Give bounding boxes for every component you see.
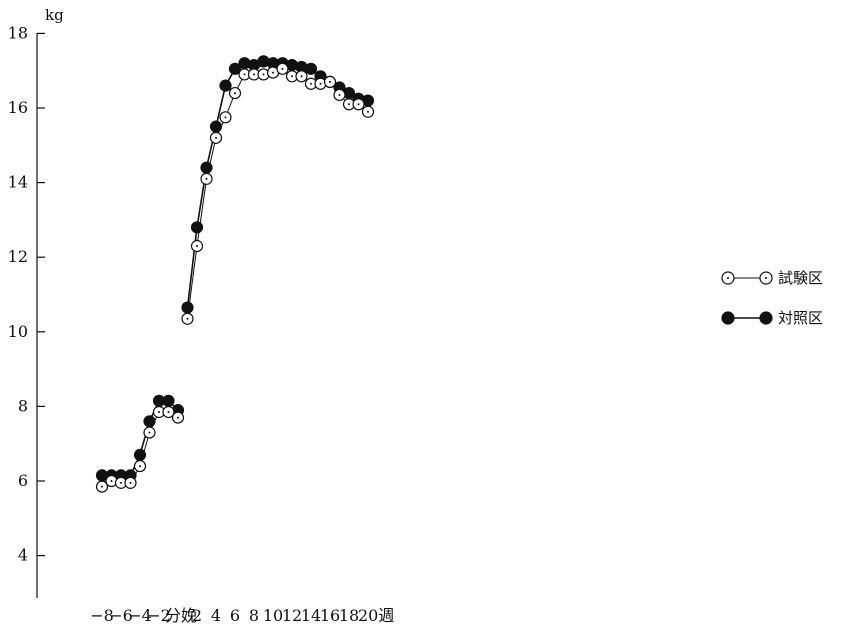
- y-tick-label: 6: [18, 471, 28, 490]
- x-tick-label: −6: [109, 606, 133, 625]
- y-tick-label: 8: [18, 396, 28, 415]
- data-point-dot: [253, 73, 255, 76]
- series-lines: [101, 60, 369, 488]
- data-point-dot: [357, 103, 360, 106]
- data-point-dot: [101, 485, 103, 488]
- data-point-dot: [129, 481, 132, 484]
- data-point: [181, 301, 194, 314]
- data-point-dot: [148, 431, 151, 434]
- legend-marker: [759, 311, 773, 325]
- series-markers: [95, 55, 375, 493]
- data-point: [209, 120, 223, 133]
- legend-label: 試験区: [778, 269, 823, 287]
- data-point-dot: [262, 73, 265, 76]
- data-point-dot: [158, 410, 160, 413]
- x-tick-label: −4: [128, 606, 152, 625]
- data-point-dot: [319, 82, 322, 85]
- data-point-dot: [196, 245, 198, 248]
- y-tick-label: 4: [18, 546, 28, 565]
- y-tick-label: 10: [8, 322, 28, 341]
- data-point-dot: [139, 465, 141, 468]
- x-tick-label: 14: [301, 606, 321, 625]
- x-tick-label: 2: [192, 606, 202, 625]
- data-point-dot: [272, 71, 274, 74]
- data-point: [228, 62, 242, 75]
- data-point: [190, 221, 204, 234]
- data-point: [143, 415, 156, 428]
- data-point-dot: [215, 136, 217, 139]
- legend-item: 試験区: [721, 269, 823, 287]
- data-point-dot: [110, 480, 113, 482]
- data-point-dot: [167, 410, 170, 413]
- x-tick-label: 4: [211, 606, 221, 625]
- data-point-dot: [224, 116, 227, 119]
- y-axis-unit-label: kg: [45, 6, 64, 24]
- y-tick-label: 18: [8, 23, 28, 42]
- data-point: [133, 448, 147, 461]
- data-point-dot: [234, 92, 236, 95]
- x-tick-label: 6: [230, 606, 240, 625]
- legend-marker: [721, 311, 735, 325]
- x-tick-label: 18: [339, 606, 359, 625]
- data-point-dot: [186, 317, 189, 320]
- series-line: [187, 68, 369, 319]
- y-tick-label: 16: [8, 98, 28, 117]
- x-tick-label: 16: [320, 606, 340, 625]
- x-tick-label: −8: [90, 606, 114, 625]
- data-point: [219, 79, 232, 92]
- x-tick-label: 10: [263, 606, 283, 625]
- legend-item: 対照区: [721, 309, 823, 327]
- data-point-dot: [310, 82, 312, 85]
- x-tick-label: 8: [249, 606, 259, 625]
- legend-marker-dot: [765, 277, 767, 279]
- data-point-dot: [367, 110, 369, 113]
- x-tick-label: 分娩: [165, 606, 197, 625]
- data-point-dot: [205, 177, 208, 180]
- legend-label: 対照区: [778, 309, 823, 327]
- data-point-dot: [348, 103, 350, 106]
- data-point: [200, 161, 213, 174]
- data-point-dot: [291, 75, 293, 78]
- x-tick-label: −2: [147, 606, 171, 625]
- data-point-dot: [120, 481, 122, 484]
- x-tick-label: 12: [282, 606, 302, 625]
- data-point: [304, 62, 318, 75]
- data-point-dot: [281, 67, 284, 70]
- y-tick-label: 12: [8, 247, 28, 266]
- data-point-dot: [300, 75, 303, 78]
- legend-marker-dot: [727, 277, 729, 279]
- data-point-dot: [177, 416, 179, 419]
- y-ticks: 4 6 8 10 12 14 16 18: [8, 23, 45, 565]
- x-tick-label: 20週: [358, 606, 394, 625]
- data-point-dot: [329, 80, 331, 83]
- data-point-dot: [243, 73, 246, 76]
- data-point-dot: [338, 93, 341, 96]
- y-tick-label: 14: [8, 173, 28, 192]
- data-point: [162, 394, 175, 407]
